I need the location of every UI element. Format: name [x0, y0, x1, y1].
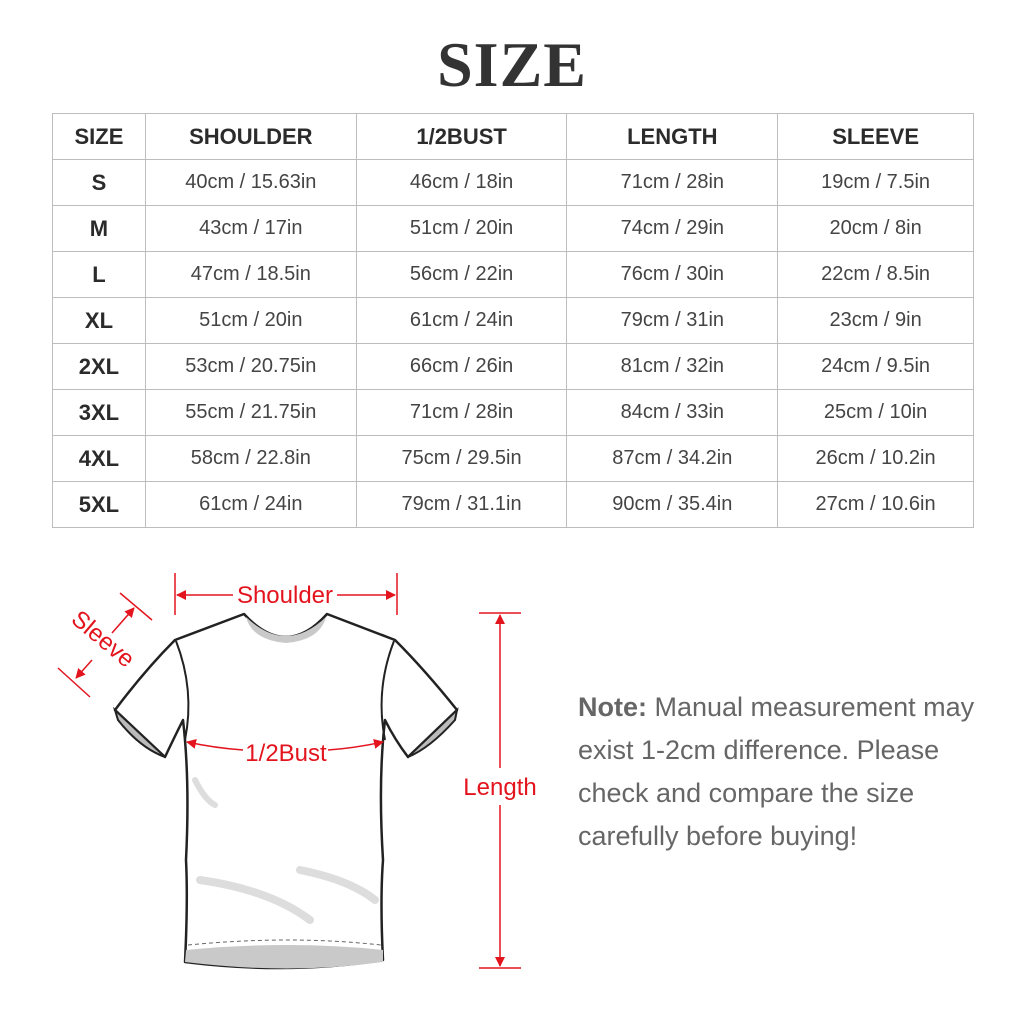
column-header: SIZE [52, 113, 146, 160]
table-row: 5XL 61cm / 24in 79cm / 31.1in 90cm / 35.4in… [52, 481, 974, 528]
tshirt-illustration [112, 612, 459, 970]
measurement-cell: 71cm / 28in [355, 389, 568, 436]
column-header: 1/2BUST [355, 113, 568, 160]
sleeve-label: Sleeve [66, 605, 140, 673]
measurement-cell: 79cm / 31.1in [355, 481, 568, 528]
measurement-cell: 23cm / 9in [777, 297, 974, 344]
measurement-cell: 71cm / 28in [566, 159, 779, 206]
measurement-cell: 51cm / 20in [355, 205, 568, 252]
measurement-cell: 22cm / 8.5in [777, 251, 974, 298]
measurement-cell: 24cm / 9.5in [777, 343, 974, 390]
measurement-note: Note: Manual measurement may exist 1-2cm… [578, 686, 998, 858]
measurement-cell: 55cm / 21.75in [144, 389, 357, 436]
column-header: LENGTH [566, 113, 779, 160]
bust-label: 1/2Bust [245, 740, 327, 767]
shoulder-label: Shoulder [237, 582, 333, 609]
measurement-cell: 27cm / 10.6in [777, 481, 974, 528]
table-header-row: SIZE SHOULDER 1/2BUST LENGTH SLEEVE [52, 113, 974, 160]
size-cell: 5XL [52, 481, 146, 528]
measurement-cell: 40cm / 15.63in [144, 159, 357, 206]
measurement-cell: 75cm / 29.5in [355, 435, 568, 482]
length-label: Length [463, 774, 536, 801]
note-label: Note: [578, 692, 647, 722]
measurement-cell: 20cm / 8in [777, 205, 974, 252]
column-header: SLEEVE [777, 113, 974, 160]
measurement-cell: 79cm / 31in [566, 297, 779, 344]
measurement-cell: 76cm / 30in [566, 251, 779, 298]
measurement-cell: 46cm / 18in [355, 159, 568, 206]
measurement-cell: 25cm / 10in [777, 389, 974, 436]
size-cell: 3XL [52, 389, 146, 436]
size-cell: S [52, 159, 146, 206]
size-table: SIZE SHOULDER 1/2BUST LENGTH SLEEVE S 40cm / … [52, 113, 974, 528]
table-row: 2XL 53cm / 20.75in 66cm / 26in 81cm / 32in 2… [52, 343, 974, 390]
measurement-cell: 84cm / 33in [566, 389, 779, 436]
measurement-cell: 43cm / 17in [144, 205, 357, 252]
size-cell: XL [52, 297, 146, 344]
measurement-cell: 61cm / 24in [144, 481, 357, 528]
measurement-cell: 90cm / 35.4in [566, 481, 779, 528]
table-row: S 40cm / 15.63in 46cm / 18in 71cm / 28in 19c… [52, 159, 974, 206]
measurement-cell: 81cm / 32in [566, 343, 779, 390]
measurement-cell: 19cm / 7.5in [777, 159, 974, 206]
table-row: L 47cm / 18.5in 56cm / 22in 76cm / 30in 22cm… [52, 251, 974, 298]
measurement-cell: 66cm / 26in [355, 343, 568, 390]
table-row: 3XL 55cm / 21.75in 71cm / 28in 84cm / 33in 2… [52, 389, 974, 436]
measurement-cell: 74cm / 29in [566, 205, 779, 252]
note-text: Manual measurement may exist 1-2cm diffe… [578, 692, 975, 851]
measurement-cell: 47cm / 18.5in [144, 251, 357, 298]
measurement-cell: 58cm / 22.8in [144, 435, 357, 482]
measurement-cell: 56cm / 22in [355, 251, 568, 298]
measurement-cell: 87cm / 34.2in [566, 435, 779, 482]
page-title: SIZE [437, 29, 587, 100]
table-row: M 43cm / 17in 51cm / 20in 74cm / 29in 20cm /… [52, 205, 974, 252]
